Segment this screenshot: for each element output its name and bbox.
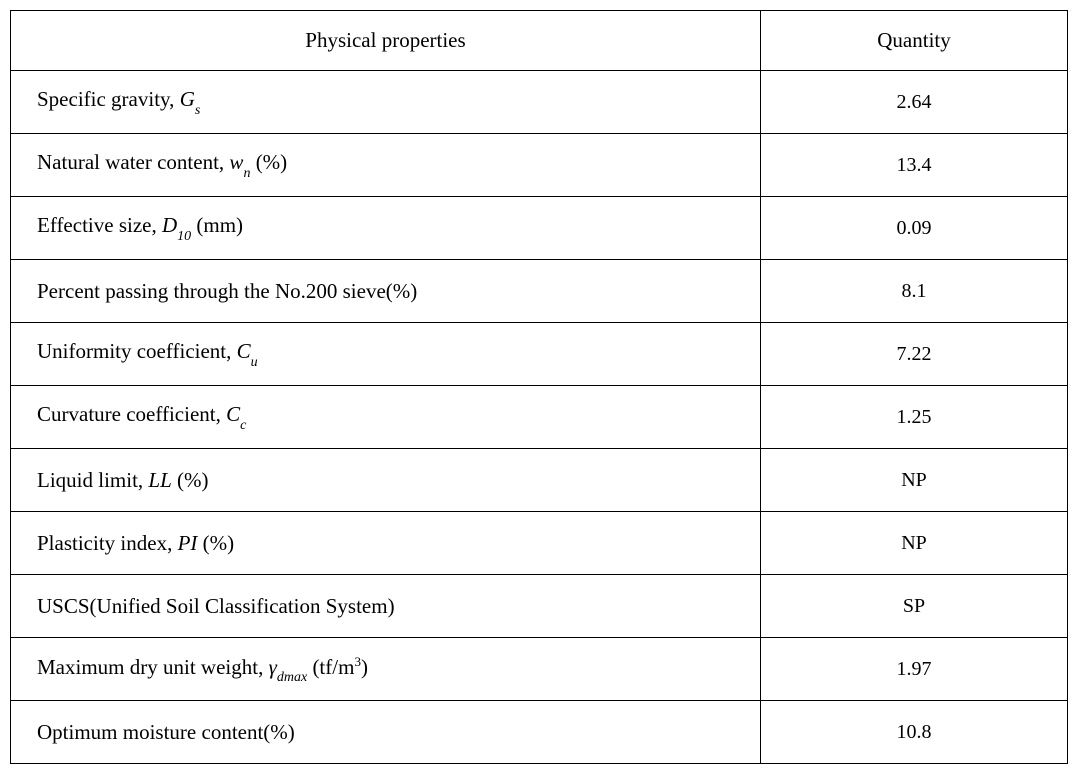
quantity-cell: 0.09 (761, 197, 1068, 260)
property-label-pre: Natural water content, (37, 150, 229, 174)
quantity-cell: 8.1 (761, 260, 1068, 323)
property-label-post: (%) (250, 150, 287, 174)
quantity-cell: NP (761, 449, 1068, 512)
property-subscript: dmax (277, 670, 307, 685)
property-subscript: n (243, 166, 250, 181)
property-cell: Specific gravity, Gs (11, 71, 761, 134)
property-label-pre: Liquid limit, (37, 468, 148, 492)
property-symbol: G (180, 87, 195, 111)
property-label-pre: Curvature coefficient, (37, 402, 226, 426)
property-label-pre: Percent passing through the No.200 sieve… (37, 279, 417, 303)
quantity-cell: 1.97 (761, 638, 1068, 701)
property-symbol: C (226, 402, 240, 426)
property-cell: Maximum dry unit weight, γdmax (tf/m3) (11, 638, 761, 701)
soil-properties-table: Physical properties Quantity Specific gr… (10, 10, 1068, 764)
property-subscript: u (251, 355, 258, 370)
property-cell: Uniformity coefficient, Cu (11, 323, 761, 386)
property-symbol: γ (269, 655, 277, 679)
property-cell: Curvature coefficient, Cc (11, 386, 761, 449)
property-cell: Natural water content, wn (%) (11, 134, 761, 197)
column-header-quantity: Quantity (761, 11, 1068, 71)
property-cell: Plasticity index, PI (%) (11, 512, 761, 575)
table-row: Plasticity index, PI (%) NP (11, 512, 1068, 575)
property-cell: Liquid limit, LL (%) (11, 449, 761, 512)
column-header-property: Physical properties (11, 11, 761, 71)
quantity-cell: SP (761, 575, 1068, 638)
quantity-cell: 7.22 (761, 323, 1068, 386)
quantity-cell: 1.25 (761, 386, 1068, 449)
property-symbol: LL (148, 468, 171, 492)
property-label-post: (%) (172, 468, 209, 492)
quantity-cell: 10.8 (761, 701, 1068, 764)
property-symbol: C (237, 339, 251, 363)
table-row: Optimum moisture content(%) 10.8 (11, 701, 1068, 764)
property-label-pre: Specific gravity, (37, 87, 180, 111)
quantity-cell: 13.4 (761, 134, 1068, 197)
table-row: USCS(Unified Soil Classification System)… (11, 575, 1068, 638)
property-label-pre: Uniformity coefficient, (37, 339, 237, 363)
property-label-pre: Effective size, (37, 213, 162, 237)
table-row: Percent passing through the No.200 sieve… (11, 260, 1068, 323)
table-row: Uniformity coefficient, Cu 7.22 (11, 323, 1068, 386)
property-label-post: (mm) (191, 213, 243, 237)
property-label-pre: Optimum moisture content(%) (37, 720, 295, 744)
table-row: Specific gravity, Gs 2.64 (11, 71, 1068, 134)
table-row: Maximum dry unit weight, γdmax (tf/m3) 1… (11, 638, 1068, 701)
table-row: Natural water content, wn (%) 13.4 (11, 134, 1068, 197)
property-cell: Percent passing through the No.200 sieve… (11, 260, 761, 323)
property-symbol: PI (178, 531, 198, 555)
property-cell: USCS(Unified Soil Classification System) (11, 575, 761, 638)
property-label-post: (tf/m3) (307, 655, 368, 679)
property-symbol: D (162, 213, 177, 237)
property-cell: Optimum moisture content(%) (11, 701, 761, 764)
property-label-pre: Maximum dry unit weight, (37, 655, 269, 679)
table-row: Liquid limit, LL (%) NP (11, 449, 1068, 512)
table-row: Curvature coefficient, Cc 1.25 (11, 386, 1068, 449)
property-subscript: s (195, 103, 200, 118)
table-row: Effective size, D10 (mm) 0.09 (11, 197, 1068, 260)
table-header-row: Physical properties Quantity (11, 11, 1068, 71)
property-cell: Effective size, D10 (mm) (11, 197, 761, 260)
property-subscript: c (240, 418, 246, 433)
superscript: 3 (354, 654, 361, 669)
quantity-cell: 2.64 (761, 71, 1068, 134)
property-label-pre: Plasticity index, (37, 531, 178, 555)
property-symbol: w (229, 150, 243, 174)
property-label-post: (%) (197, 531, 234, 555)
quantity-cell: NP (761, 512, 1068, 575)
property-label-pre: USCS(Unified Soil Classification System) (37, 594, 395, 618)
property-subscript: 10 (177, 229, 191, 244)
